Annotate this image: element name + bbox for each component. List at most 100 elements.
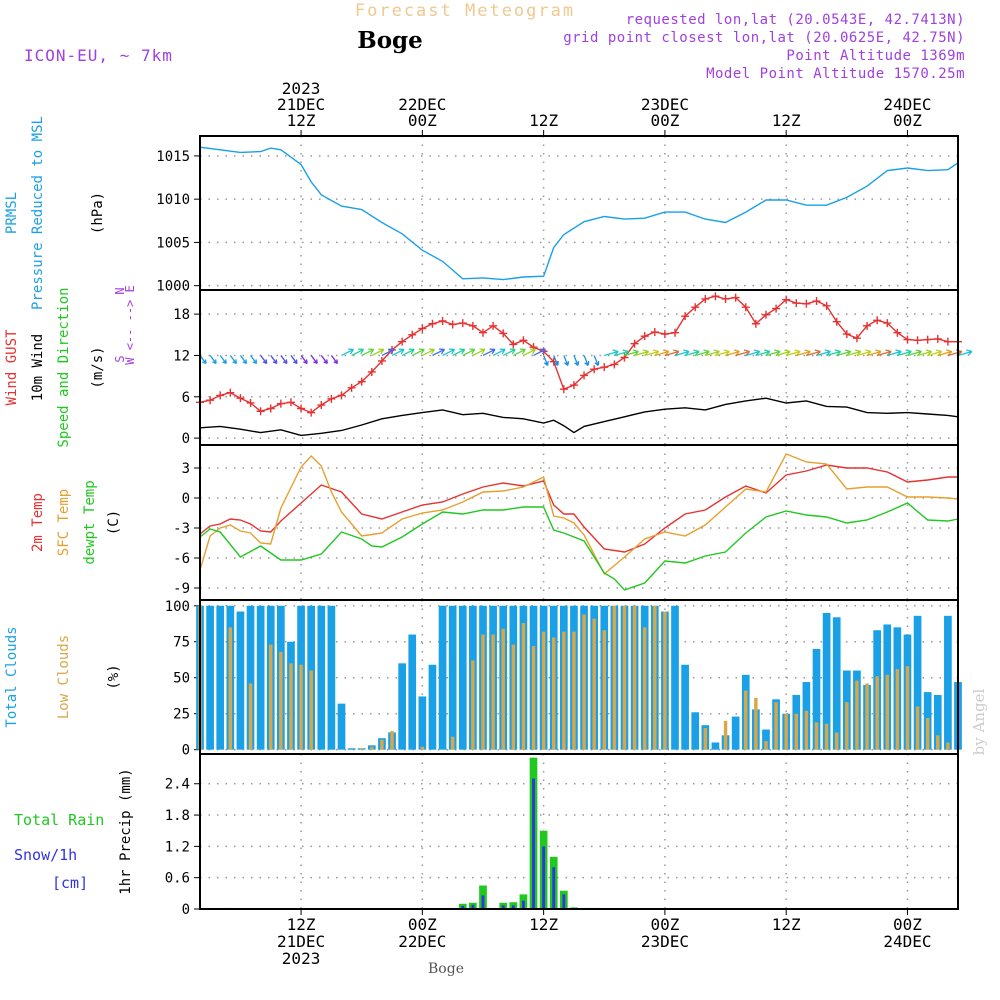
- wind-arrow-head: [303, 359, 308, 365]
- chart-title: Forecast Meteogram: [355, 1, 575, 21]
- snow-bar: [461, 905, 465, 909]
- low-cloud-bar: [370, 746, 374, 750]
- gust-marker: [812, 297, 821, 306]
- y-tick-label: -9: [173, 581, 190, 597]
- total-cloud-bar: [398, 663, 406, 750]
- top-time-label: 12Z: [287, 111, 316, 130]
- gust-marker: [266, 404, 275, 413]
- gust-marker: [428, 319, 437, 328]
- wind-arrow: [755, 350, 771, 357]
- top-time-label: 00Z: [893, 111, 922, 130]
- y-tick-label: 1015: [156, 149, 190, 165]
- gust-marker: [822, 301, 831, 310]
- low-cloud-bar: [905, 666, 910, 750]
- wind-arrow-head: [553, 361, 559, 366]
- low-cloud-bar: [653, 605, 657, 750]
- panel-unit-pressure: (hPa): [90, 192, 106, 234]
- gust-marker: [751, 319, 760, 328]
- wind-arrow-head: [479, 348, 486, 355]
- gust-marker: [761, 310, 770, 319]
- gust-marker: [640, 332, 649, 341]
- wind-arrow-head: [232, 359, 237, 365]
- wind-arrow: [422, 348, 435, 357]
- gust-marker: [226, 388, 235, 397]
- wind-arrow: [897, 350, 912, 357]
- total-cloud-bar: [256, 605, 265, 750]
- gust-marker: [377, 356, 386, 365]
- low-cloud-bar: [663, 611, 667, 750]
- wind-arrow: [624, 350, 639, 357]
- total-cloud-bar: [822, 612, 831, 750]
- total-cloud-bar: [731, 716, 740, 750]
- low-cloud-bar: [814, 722, 819, 750]
- series-line-prmsl: [199, 146, 959, 281]
- wind-arrow-head: [313, 359, 318, 365]
- low-cloud-bar: [845, 702, 849, 750]
- wind-arrow: [644, 350, 659, 357]
- wind-arrow: [614, 350, 629, 357]
- bottom-time-label: 22DEC: [398, 932, 446, 951]
- wind-arrow: [836, 350, 851, 357]
- y-tick-label: 2.4: [165, 777, 190, 793]
- wind-arrow: [947, 350, 963, 357]
- wind-arrow-head: [584, 361, 590, 366]
- gust-marker: [842, 330, 851, 339]
- gust-marker: [883, 319, 892, 328]
- wind-arrow: [664, 350, 680, 357]
- wind-arrow-head: [378, 348, 385, 355]
- low-cloud-bar: [723, 720, 728, 750]
- bottom-time-label: 2023: [282, 949, 321, 968]
- series-line-wind-gust: [199, 295, 958, 414]
- gust-marker: [923, 335, 932, 344]
- y-tick-label: 1000: [156, 279, 190, 295]
- bottom-time-label: 00Z: [408, 915, 437, 934]
- total-cloud-bar: [246, 605, 255, 750]
- low-cloud-bar: [602, 630, 606, 750]
- point-altitude: Point Altitude 1369m: [786, 48, 965, 64]
- gust-marker: [671, 328, 680, 337]
- panel-frame: [199, 135, 959, 291]
- low-cloud-bar: [946, 742, 950, 750]
- wind-arrow-head: [543, 361, 549, 366]
- snow-bar: [511, 905, 515, 909]
- wind-arrow: [310, 355, 318, 364]
- y-tick-label: 100: [165, 599, 190, 615]
- wind-arrow-head: [459, 348, 466, 355]
- panel-unit-temperature: (C): [106, 510, 122, 535]
- total-cloud-bar: [933, 694, 942, 750]
- y-tick-label: 50: [173, 671, 190, 687]
- gust-marker: [418, 324, 427, 333]
- y-tick-label: 0: [182, 743, 190, 759]
- wind-arrow: [715, 350, 730, 357]
- low-cloud-bar: [865, 683, 869, 750]
- low-cloud-bar: [299, 664, 303, 750]
- bottom-time-label: 23DEC: [641, 932, 689, 951]
- wind-arrow: [330, 355, 338, 364]
- gust-marker: [216, 391, 225, 400]
- wind-arrow: [937, 350, 952, 357]
- gust-marker: [650, 328, 659, 337]
- wind-arrow: [816, 350, 831, 357]
- footer-location: Boge: [428, 961, 464, 977]
- gust-marker: [236, 394, 245, 403]
- gust-marker: [509, 340, 518, 349]
- low-cloud-bar: [289, 663, 293, 750]
- wind-arrow: [674, 350, 690, 357]
- panel-frame: [199, 753, 959, 910]
- snow-bar: [552, 867, 556, 909]
- model-label: ICON-EU, ~ 7km: [24, 46, 173, 65]
- low-cloud-bar: [632, 605, 637, 750]
- low-cloud-bar: [390, 730, 394, 750]
- wind-arrow: [442, 348, 455, 357]
- compass-we: W <-- --> E: [123, 285, 137, 364]
- wind-arrow: [583, 355, 589, 366]
- panel-unit-clouds: (%): [106, 664, 122, 689]
- wind-arrow: [320, 355, 328, 364]
- low-cloud-bar: [875, 676, 879, 750]
- total-cloud-bar: [317, 605, 326, 750]
- panel-wind: 0 6 12 18 W <-- --> EN S Wind GUST 10m Wind Spee…: [4, 285, 973, 448]
- top-time-label: 00Z: [650, 111, 679, 130]
- wind-arrow-head: [358, 348, 365, 355]
- gust-marker: [367, 367, 376, 376]
- wind-arrow-head: [202, 359, 207, 365]
